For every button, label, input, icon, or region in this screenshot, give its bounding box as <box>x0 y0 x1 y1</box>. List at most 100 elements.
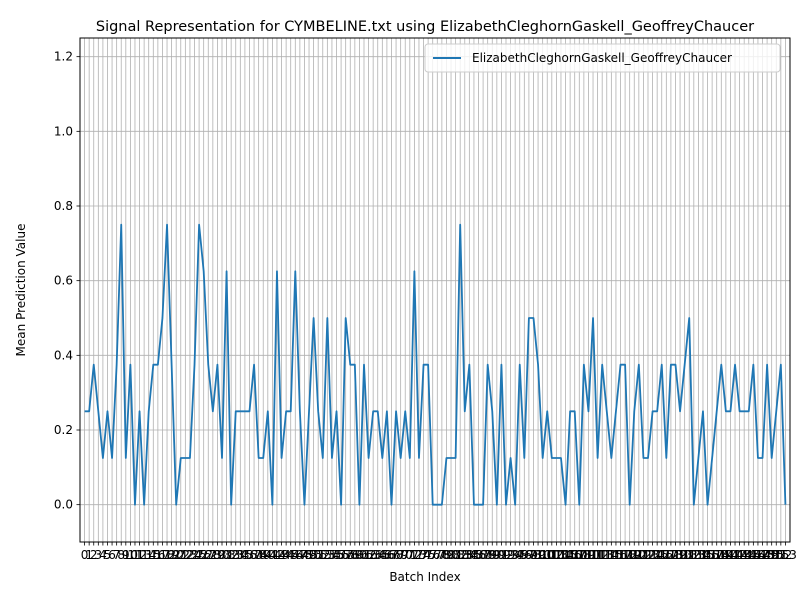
x-tick-label: 121 <box>627 548 650 562</box>
x-tick-label: 26 <box>196 548 211 562</box>
x-tick-label: 48 <box>297 548 312 562</box>
x-tick-label: 109 <box>572 548 595 562</box>
x-tick-label: 22 <box>178 548 193 562</box>
x-tick-label: 85 <box>466 548 481 562</box>
x-tick-label: 126 <box>650 548 673 562</box>
x-tick-label: 133 <box>682 548 705 562</box>
x-tick-label: 95 <box>512 548 527 562</box>
x-tick-label: 90 <box>489 548 504 562</box>
legend: ElizabethCleghornGaskell_GeoffreyChaucer <box>424 43 781 73</box>
x-tick-label: 96 <box>517 548 532 562</box>
x-tick-label: 14 <box>141 548 156 562</box>
x-tick-label: 55 <box>329 548 344 562</box>
x-tick-label: 108 <box>568 548 591 562</box>
x-tick-label: 65 <box>375 548 390 562</box>
x-tick-label: 135 <box>692 548 715 562</box>
x-tick-label: 144 <box>733 548 756 562</box>
x-tick-label: 64 <box>370 548 385 562</box>
x-tick-label: 120 <box>623 548 646 562</box>
x-tick-label: 136 <box>696 548 719 562</box>
x-tick-label: 38 <box>251 548 266 562</box>
x-tick-label: 34 <box>233 548 248 562</box>
x-tick-label: 102 <box>540 548 563 562</box>
x-tick-label: 57 <box>338 548 353 562</box>
x-tick-label: 138 <box>705 548 728 562</box>
x-tick-label: 32 <box>224 548 239 562</box>
x-tick-label: 141 <box>719 548 742 562</box>
x-tick-label: 80 <box>443 548 458 562</box>
x-tick-label: 140 <box>714 548 737 562</box>
x-tick-label: 1 <box>85 548 93 562</box>
x-tick-label: 72 <box>407 548 422 562</box>
x-tick-label: 105 <box>554 548 577 562</box>
x-tick-label: 93 <box>503 548 518 562</box>
x-tick-label: 86 <box>471 548 486 562</box>
x-tick-label: 123 <box>637 548 660 562</box>
x-axis-ticks: 0123456789101112131415161718192021222324… <box>81 542 797 562</box>
x-tick-label: 23 <box>182 548 197 562</box>
x-tick-label: 43 <box>274 548 289 562</box>
x-tick-label: 122 <box>632 548 655 562</box>
x-tick-label: 27 <box>201 548 216 562</box>
plot-frame <box>79 37 791 543</box>
x-tick-label: 41 <box>265 548 280 562</box>
x-tick-label: 56 <box>333 548 348 562</box>
x-tick-label: 152 <box>769 548 792 562</box>
x-tick-label: 61 <box>356 548 371 562</box>
x-tick-label: 107 <box>563 548 586 562</box>
x-tick-label: 52 <box>315 548 330 562</box>
x-tick-label: 7 <box>113 548 121 562</box>
x-tick-label: 28 <box>205 548 220 562</box>
x-tick-label: 116 <box>604 548 627 562</box>
x-tick-label: 71 <box>402 548 417 562</box>
x-tick-label: 21 <box>173 548 188 562</box>
x-tick-label: 74 <box>416 548 431 562</box>
series-line <box>84 223 787 506</box>
x-tick-label: 39 <box>256 548 271 562</box>
x-tick-label: 145 <box>737 548 760 562</box>
x-tick-label: 58 <box>343 548 358 562</box>
y-tick-label: 0.0 <box>54 498 73 512</box>
x-tick-label: 46 <box>288 548 303 562</box>
x-tick-label: 67 <box>384 548 399 562</box>
x-tick-label: 54 <box>324 548 339 562</box>
x-tick-label: 153 <box>774 548 797 562</box>
legend-entry-label: ElizabethCleghornGaskell_GeoffreyChaucer <box>472 51 732 65</box>
x-tick-label: 88 <box>480 548 495 562</box>
y-tick-label: 0.6 <box>54 274 73 288</box>
x-tick-label: 18 <box>159 548 174 562</box>
x-tick-label: 115 <box>600 548 623 562</box>
x-tick-label: 111 <box>582 548 605 562</box>
x-tick-label: 8 <box>117 548 125 562</box>
x-tick-label: 104 <box>550 548 573 562</box>
y-tick-label: 1.0 <box>54 124 73 138</box>
x-tick-label: 131 <box>673 548 696 562</box>
x-tick-label: 79 <box>439 548 454 562</box>
x-tick-label: 30 <box>214 548 229 562</box>
x-tick-label: 83 <box>457 548 472 562</box>
x-axis-label: Batch Index <box>389 570 460 584</box>
x-tick-label: 76 <box>425 548 440 562</box>
x-tick-label: 137 <box>701 548 724 562</box>
x-tick-label: 110 <box>577 548 600 562</box>
x-tick-label: 124 <box>641 548 664 562</box>
x-tick-label: 49 <box>301 548 316 562</box>
x-tick-label: 6 <box>108 548 116 562</box>
x-tick-label: 4 <box>99 548 107 562</box>
x-tick-label: 40 <box>260 548 275 562</box>
x-tick-label: 139 <box>710 548 733 562</box>
x-tick-label: 132 <box>678 548 701 562</box>
x-tick-label: 70 <box>398 548 413 562</box>
x-tick-label: 45 <box>283 548 298 562</box>
x-tick-label: 146 <box>742 548 765 562</box>
y-tick-label: 0.4 <box>54 348 73 362</box>
x-tick-label: 117 <box>609 548 632 562</box>
x-tick-label: 19 <box>164 548 179 562</box>
x-tick-label: 75 <box>420 548 435 562</box>
x-tick-label: 128 <box>659 548 682 562</box>
x-tick-label: 31 <box>219 548 234 562</box>
x-tick-label: 68 <box>388 548 403 562</box>
x-tick-label: 103 <box>545 548 568 562</box>
x-tick-label: 66 <box>379 548 394 562</box>
x-tick-label: 99 <box>530 548 545 562</box>
